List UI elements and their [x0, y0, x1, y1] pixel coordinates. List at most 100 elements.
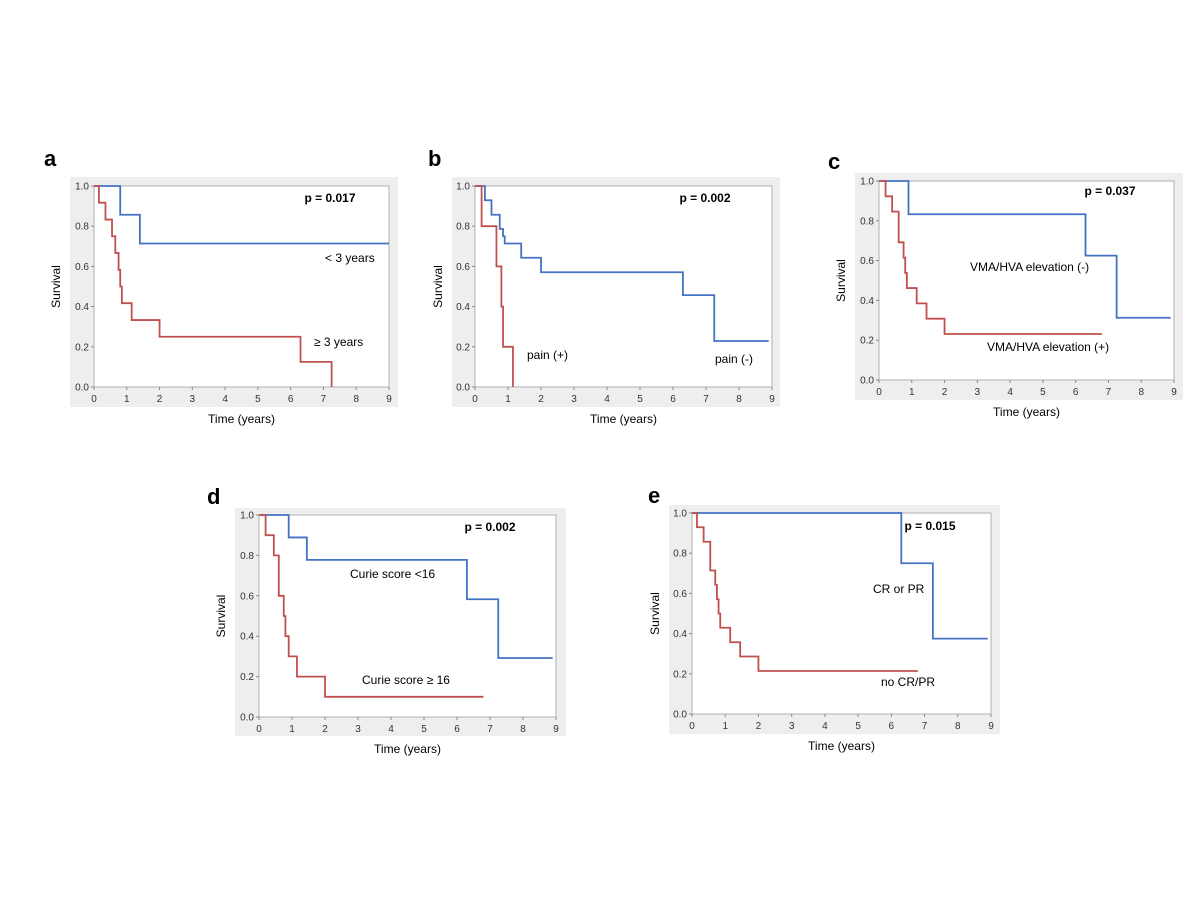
- chart2-p-value: p = 0.002: [679, 191, 730, 205]
- chart1-ytick-label: 1.0: [75, 182, 89, 193]
- chart3-series-blue-line: [879, 180, 1171, 319]
- chart1-series-label-red: ≥ 3 years: [314, 335, 363, 349]
- chart1-series-red-line: [94, 185, 333, 387]
- chart5-ytick-label: 1.0: [673, 509, 687, 520]
- chart1-xtick-label: 1: [124, 394, 130, 405]
- chart2-ytick-label: 0.2: [456, 342, 470, 353]
- chart2-xtick-label: 7: [703, 394, 709, 405]
- chart4-xtick-label: 0: [256, 724, 262, 735]
- chart1-xtick-label: 8: [353, 394, 359, 405]
- chart4-xtick-label: 5: [421, 724, 427, 735]
- chart1-xtick-label: 3: [190, 394, 196, 405]
- chart3-ytick-label: 0.4: [860, 296, 874, 307]
- chart1-xtick-label: 6: [288, 394, 294, 405]
- chart3-xtick-label: 0: [876, 387, 882, 398]
- chart5-ytick-label: 0.0: [673, 710, 687, 721]
- chart5-series-red-line: [692, 512, 918, 672]
- chart3-xtick-label: 2: [942, 387, 948, 398]
- chart1-xtick-label: 9: [386, 394, 392, 405]
- chart2-ytick-label: 0.6: [456, 262, 470, 273]
- chart2-xlabel: Time (years): [590, 412, 657, 426]
- panel-letter-e: e: [648, 483, 661, 508]
- chart3-ytick-label: 0.6: [860, 256, 874, 267]
- chart1-xlabel: Time (years): [208, 412, 275, 426]
- chart5-xlabel: Time (years): [808, 739, 875, 753]
- chart2-xtick-label: 8: [736, 394, 742, 405]
- chart2-xtick-label: 4: [604, 394, 610, 405]
- chart3-ytick-label: 0.2: [860, 336, 874, 347]
- chart4-p-value: p = 0.002: [464, 520, 515, 534]
- chart3-xtick-label: 8: [1138, 387, 1144, 398]
- chart5-xtick-label: 8: [955, 721, 961, 732]
- chart3-xtick-label: 5: [1040, 387, 1046, 398]
- chart3-xlabel: Time (years): [993, 405, 1060, 419]
- chart4-ytick-label: 0.2: [240, 672, 254, 683]
- chart5-xtick-label: 3: [789, 721, 795, 732]
- chart5-p-value: p = 0.015: [904, 519, 955, 533]
- chart5-xtick-label: 4: [822, 721, 828, 732]
- chart2-series-label-blue: pain (-): [715, 352, 753, 366]
- chart2-ytick-label: 0.8: [456, 222, 470, 233]
- chart2-plot-area: [474, 185, 773, 388]
- chart5-xtick-label: 7: [922, 721, 928, 732]
- chart5-ylabel: Survival: [648, 592, 662, 635]
- chart4-xtick-label: 9: [553, 724, 559, 735]
- panel-letter-c: c: [828, 149, 841, 174]
- chart3-series-label-red: VMA/HVA elevation (+): [987, 340, 1109, 354]
- chart5-xtick-label: 9: [988, 721, 994, 732]
- chart2-xtick-label: 5: [637, 394, 643, 405]
- chart2-xtick-label: 2: [538, 394, 544, 405]
- chart2-series-label-red: pain (+): [527, 348, 568, 362]
- chart1-ytick-label: 0.0: [75, 383, 89, 394]
- chart1-p-value: p = 0.017: [304, 191, 355, 205]
- chart4-xtick-label: 8: [520, 724, 526, 735]
- chart4-xtick-label: 3: [355, 724, 361, 735]
- chart2-xtick-label: 6: [670, 394, 676, 405]
- chart4-ylabel: Survival: [214, 595, 228, 638]
- chart2-ylabel: Survival: [431, 265, 445, 308]
- chart1-xtick-label: 0: [91, 394, 97, 405]
- chart4-plot-area: [258, 514, 557, 718]
- chart4-ytick-label: 0.4: [240, 632, 254, 643]
- chart1-ytick-label: 0.2: [75, 342, 89, 353]
- chart2-xtick-label: 9: [769, 394, 775, 405]
- chart5-series-label-red: no CR/PR: [881, 675, 935, 689]
- chart1-series-label-blue: < 3 years: [325, 251, 375, 265]
- chart2-xtick-label: 0: [472, 394, 478, 405]
- chart5-ytick-label: 0.8: [673, 549, 687, 560]
- chart1-xtick-label: 2: [157, 394, 163, 405]
- chart1-series-blue-line: [94, 185, 389, 245]
- chart4-xtick-label: 6: [454, 724, 460, 735]
- chart5-plot-area: [691, 512, 992, 715]
- chart2-series-blue-line: [475, 185, 769, 342]
- chart3-ytick-label: 0.8: [860, 216, 874, 227]
- chart3-xtick-label: 6: [1073, 387, 1079, 398]
- chart2-xtick-label: 1: [505, 394, 511, 405]
- chart1-ytick-label: 0.6: [75, 262, 89, 273]
- chart1-xtick-label: 4: [222, 394, 228, 405]
- chart3-xtick-label: 4: [1007, 387, 1013, 398]
- chart4-ytick-label: 0.6: [240, 591, 254, 602]
- chart5-ytick-label: 0.4: [673, 629, 687, 640]
- chart4-ytick-label: 0.8: [240, 551, 254, 562]
- chart3-xtick-label: 7: [1106, 387, 1112, 398]
- chart5-xtick-label: 2: [756, 721, 762, 732]
- chart3-p-value: p = 0.037: [1084, 184, 1135, 198]
- chart5-xtick-label: 0: [689, 721, 695, 732]
- chart5-series-blue-line: [692, 512, 988, 640]
- chart1-xtick-label: 5: [255, 394, 261, 405]
- chart1-xtick-label: 7: [321, 394, 327, 405]
- chart2-ytick-label: 1.0: [456, 182, 470, 193]
- chart5-series-label-blue: CR or PR: [873, 582, 925, 596]
- chart3-series-red-line: [879, 180, 1102, 335]
- chart4-xlabel: Time (years): [374, 742, 441, 756]
- chart1-ytick-label: 0.8: [75, 222, 89, 233]
- chart3-ytick-label: 0.0: [860, 376, 874, 387]
- panel-letter-d: d: [207, 484, 221, 509]
- chart4-ytick-label: 0.0: [240, 713, 254, 724]
- chart5-xtick-label: 6: [889, 721, 895, 732]
